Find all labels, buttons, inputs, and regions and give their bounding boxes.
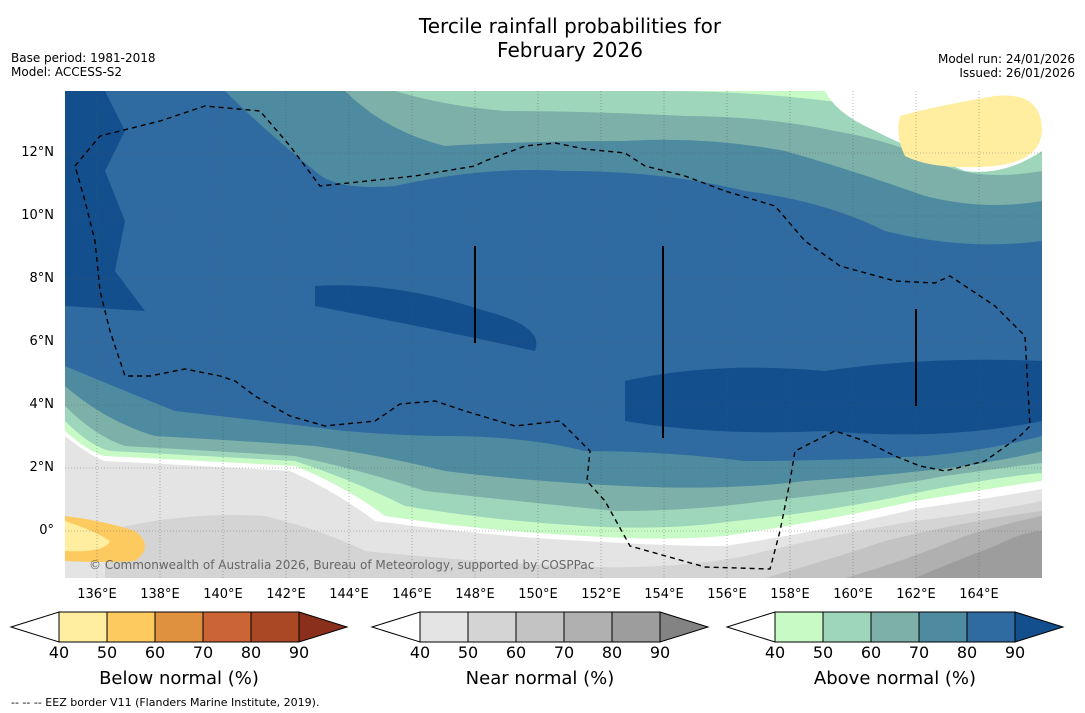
- lat-label-10n: 10°N: [21, 208, 54, 223]
- meta-left: Base period: 1981-2018 Model: ACCESS-S2: [11, 51, 156, 79]
- colorbars-svg: [9, 611, 1065, 643]
- chart-title-line1: Tercile rainfall probabilities for: [418, 14, 722, 38]
- meta-right: Model run: 24/01/2026 Issued: 26/01/2026: [938, 52, 1075, 80]
- above-tick-60: 60: [860, 643, 882, 662]
- region-below-40-southwest: [65, 521, 110, 552]
- chart-title-line2: February 2026: [497, 38, 643, 62]
- map-svg: [65, 91, 1042, 578]
- model-run: Model run: 24/01/2026: [937, 52, 1075, 66]
- lat-label-6n: 6°N: [29, 334, 55, 349]
- lon-label-164e: 164°E: [959, 587, 999, 602]
- below-tick-80: 80: [240, 643, 262, 662]
- colorbar-near-arrow-right: [659, 611, 710, 643]
- colorbar-near-title: Near normal (%): [465, 668, 615, 689]
- above-tick-90: 90: [1004, 643, 1026, 662]
- colorbar-below-title: Below normal (%): [99, 668, 259, 689]
- lat-label-8n: 8°N: [29, 271, 55, 286]
- colorbar-below-swatch-70: [202, 611, 252, 643]
- lon-label-154e: 154°E: [644, 587, 684, 602]
- near-tick-80: 80: [601, 643, 623, 662]
- colorbar-above-swatch-40: [774, 611, 824, 643]
- near-tick-70: 70: [553, 643, 575, 662]
- map-gridlines: [65, 91, 1042, 578]
- colorbar-above-swatch-80: [966, 611, 1016, 643]
- below-tick-90: 90: [288, 643, 310, 662]
- colorbar-near-swatch-50: [467, 611, 517, 643]
- colorbar-near: [370, 611, 710, 643]
- below-tick-40: 40: [48, 643, 70, 662]
- colorbar-near-swatch-70: [563, 611, 613, 643]
- map-area: [65, 91, 1042, 578]
- lat-label-12n: 12°N: [21, 145, 54, 160]
- colorbar-below-swatch-80: [250, 611, 300, 643]
- colorbar-below-swatch-50: [106, 611, 156, 643]
- copyright-notice: © Commonwealth of Australia 2026, Bureau…: [89, 558, 595, 572]
- region-above-90-east: [625, 359, 1042, 435]
- above-tick-80: 80: [956, 643, 978, 662]
- lon-label-140e: 140°E: [203, 587, 243, 602]
- colorbar-below-swatch-40: [58, 611, 108, 643]
- region-near-80: [915, 531, 1042, 578]
- lon-label-160e: 160°E: [833, 587, 873, 602]
- colorbar-above: [725, 611, 1065, 643]
- lon-label-136e: 136°E: [77, 587, 117, 602]
- near-tick-40: 40: [409, 643, 431, 662]
- lat-label-2n: 2°N: [29, 460, 55, 475]
- eez-footnote: -- -- -- EEZ border V11 (Flanders Marine…: [11, 696, 320, 709]
- near-tick-50: 50: [457, 643, 479, 662]
- issued-date: Issued: 26/01/2026: [959, 66, 1075, 80]
- region-above-90-center: [315, 285, 537, 351]
- below-tick-60: 60: [144, 643, 166, 662]
- near-tick-60: 60: [505, 643, 527, 662]
- near-tick-90: 90: [649, 643, 671, 662]
- colorbar-near-swatch-60: [515, 611, 565, 643]
- model-name: Model: ACCESS-S2: [11, 65, 123, 79]
- colorbar-below-arrow-left: [9, 611, 60, 643]
- region-below-40-northeast: [898, 95, 1042, 168]
- above-tick-70: 70: [908, 643, 930, 662]
- region-above-90-west: [65, 91, 145, 311]
- lon-label-144e: 144°E: [329, 587, 369, 602]
- above-tick-40: 40: [764, 643, 786, 662]
- lat-label-4n: 4°N: [29, 397, 55, 412]
- colorbar-below-swatch-60: [154, 611, 204, 643]
- colorbar-above-swatch-70: [918, 611, 968, 643]
- lon-label-162e: 162°E: [896, 587, 936, 602]
- lon-label-138e: 138°E: [140, 587, 180, 602]
- colorbar-near-arrow-left: [370, 611, 421, 643]
- colorbar-near-swatch-80: [611, 611, 661, 643]
- base-period: Base period: 1981-2018: [11, 51, 156, 65]
- below-tick-70: 70: [192, 643, 214, 662]
- lon-label-146e: 146°E: [392, 587, 432, 602]
- lat-label-0: 0°: [39, 523, 54, 538]
- chart-title: Tercile rainfall probabilities for Febru…: [0, 14, 1085, 62]
- lon-label-152e: 152°E: [581, 587, 621, 602]
- lon-label-158e: 158°E: [770, 587, 810, 602]
- colorbar-above-swatch-60: [870, 611, 920, 643]
- colorbar-below: [9, 611, 349, 643]
- colorbar-near-swatch-40: [419, 611, 469, 643]
- below-tick-50: 50: [96, 643, 118, 662]
- colorbar-below-arrow-right: [298, 611, 349, 643]
- lon-label-148e: 148°E: [455, 587, 495, 602]
- colorbar-above-title: Above normal (%): [813, 668, 977, 689]
- colorbar-above-arrow-right: [1014, 611, 1065, 643]
- lon-label-150e: 150°E: [518, 587, 558, 602]
- colorbar-above-swatch-50: [822, 611, 872, 643]
- colorbar-above-arrow-left: [725, 611, 776, 643]
- above-tick-50: 50: [812, 643, 834, 662]
- lon-label-156e: 156°E: [707, 587, 747, 602]
- region-near-50: [105, 501, 1042, 578]
- lon-label-142e: 142°E: [266, 587, 306, 602]
